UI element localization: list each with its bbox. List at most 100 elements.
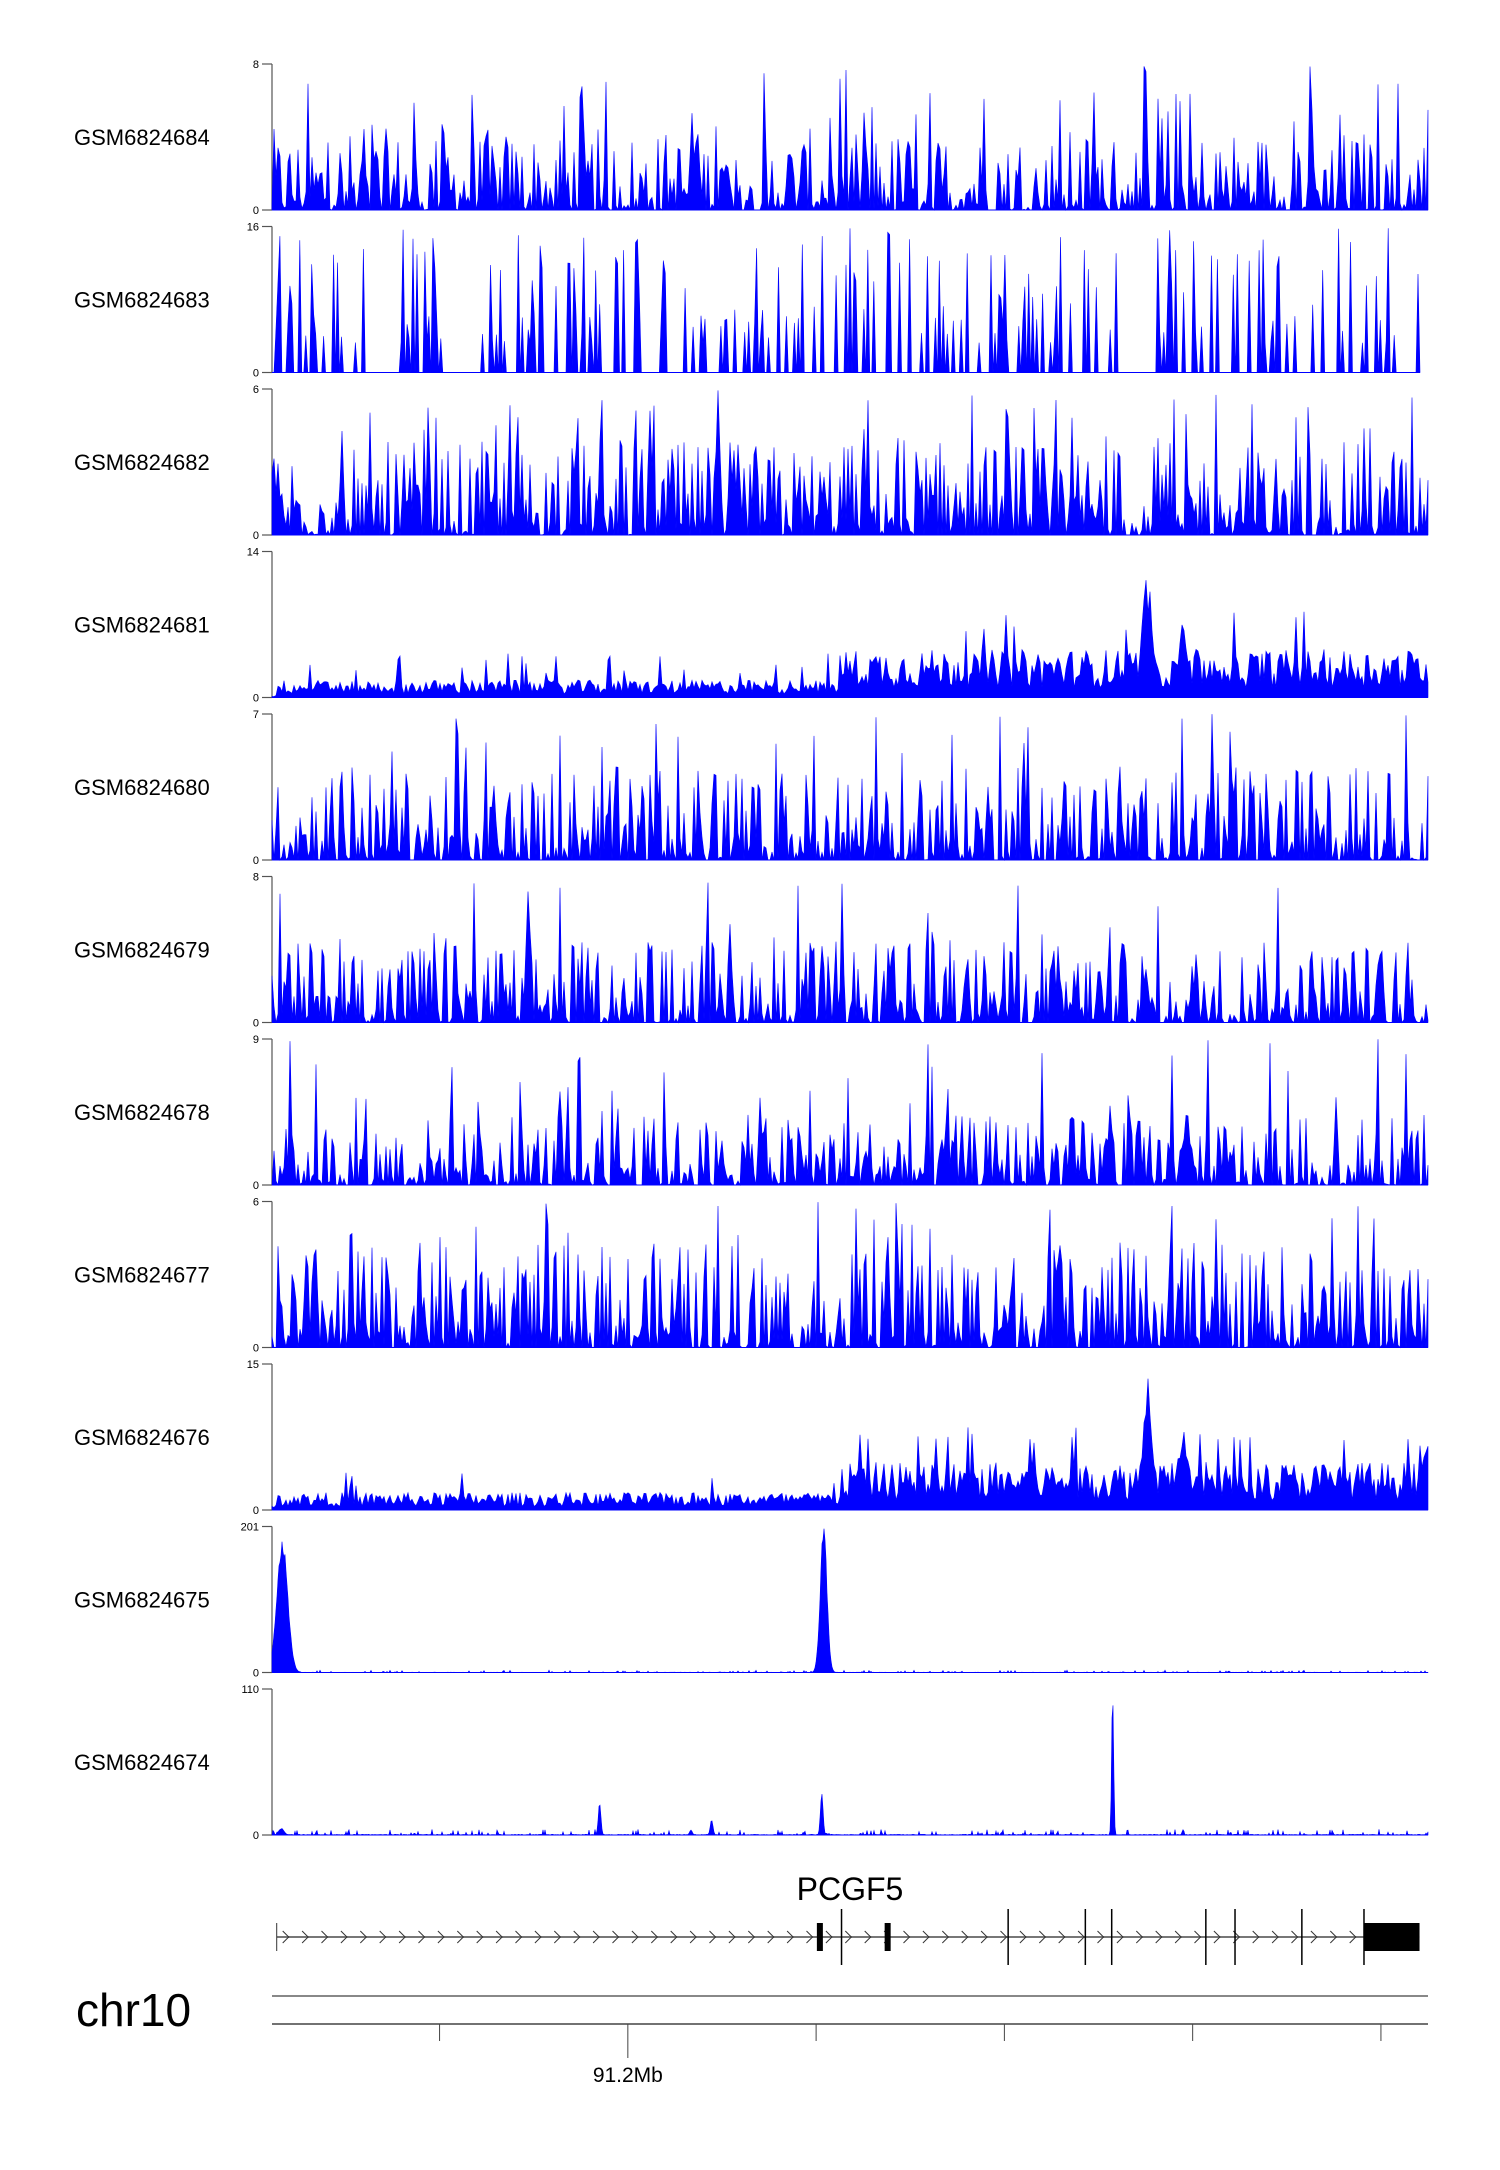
- strand-arrow-icon: [1097, 1930, 1105, 1944]
- signal-area: [271, 390, 1429, 536]
- y-tick-label-max: 110: [241, 1684, 259, 1696]
- strand-arrow-icon: [495, 1930, 503, 1944]
- strand-arrow-icon: [1155, 1930, 1163, 1944]
- track-GSM6824677: GSM6824677 6 0: [74, 1197, 1429, 1355]
- strand-arrow-icon: [767, 1930, 775, 1944]
- signal-area: [271, 580, 1429, 698]
- signal-area: [271, 882, 1429, 1024]
- strand-arrow-icon: [321, 1930, 329, 1944]
- y-tick-label-max: 8: [253, 59, 259, 71]
- y-tick-label-min: 0: [253, 1505, 259, 1517]
- track-label: GSM6824680: [74, 775, 210, 800]
- strand-arrow-icon: [825, 1930, 833, 1944]
- y-tick-label-min: 0: [253, 693, 259, 705]
- strand-arrow-icon: [612, 1930, 620, 1944]
- strand-arrow-icon: [1213, 1930, 1221, 1944]
- y-tick-label-max: 8: [253, 872, 259, 884]
- strand-arrow-icon: [631, 1930, 639, 1944]
- y-tick-label-max: 9: [253, 1034, 259, 1046]
- y-tick-label-max: 6: [253, 1197, 259, 1209]
- track-label: GSM6824683: [74, 288, 210, 313]
- signal-area: [271, 1705, 1429, 1836]
- y-tick-label-max: 16: [247, 222, 259, 234]
- track-GSM6824674: GSM6824674 110 0: [74, 1684, 1429, 1842]
- strand-arrow-icon: [844, 1930, 853, 1944]
- signal-area: [271, 1528, 1429, 1674]
- y-tick-label-min: 0: [253, 530, 259, 542]
- track-GSM6824683: GSM6824683 16 0: [74, 222, 1421, 380]
- strand-arrow-icon: [573, 1930, 581, 1944]
- track-label: GSM6824676: [74, 1425, 210, 1450]
- track-label: GSM6824675: [74, 1588, 210, 1613]
- signal-area: [271, 66, 1429, 211]
- y-tick-label-min: 0: [253, 368, 259, 380]
- strand-arrow-icon: [1310, 1930, 1318, 1944]
- y-tick-label-max: 14: [247, 547, 259, 559]
- strand-arrow-icon: [301, 1930, 309, 1944]
- strand-arrow-icon: [379, 1930, 387, 1944]
- signal-area: [271, 1378, 1429, 1511]
- strand-arrow-icon: [941, 1930, 950, 1944]
- track-GSM6824679: GSM6824679 8 0: [74, 872, 1429, 1030]
- track-label: GSM6824677: [74, 1263, 210, 1288]
- track-label: GSM6824682: [74, 450, 210, 475]
- strand-arrow-icon: [282, 1930, 290, 1944]
- strand-arrow-icon: [747, 1930, 756, 1944]
- strand-arrow-icon: [437, 1930, 445, 1944]
- track-GSM6824676: GSM6824676 15 0: [74, 1359, 1429, 1517]
- y-tick-label-max: 6: [253, 384, 259, 396]
- exon-last: [1363, 1923, 1420, 1951]
- track-label: GSM6824684: [74, 125, 210, 150]
- track-GSM6824675: GSM6824675 201 0: [74, 1522, 1429, 1680]
- strand-arrow-icon: [515, 1930, 523, 1944]
- track-label: GSM6824681: [74, 613, 210, 638]
- strand-arrow-icon: [786, 1930, 794, 1944]
- y-tick-label-min: 0: [253, 1668, 259, 1680]
- y-tick-label-min: 0: [253, 1180, 259, 1192]
- strand-arrow-icon: [689, 1930, 697, 1944]
- y-tick-label-min: 0: [253, 1018, 259, 1030]
- strand-arrow-icon: [903, 1930, 911, 1944]
- track-GSM6824678: GSM6824678 9 0: [74, 1034, 1429, 1192]
- strand-arrow-icon: [670, 1930, 678, 1944]
- x-tick-label: 91.2Mb: [593, 2064, 663, 2087]
- strand-arrow-icon: [922, 1930, 930, 1944]
- gene-name: PCGF5: [797, 1871, 904, 1907]
- chromosome-axis: chr10 91.2Mb: [76, 1984, 1428, 2087]
- track-label: GSM6824679: [74, 938, 210, 963]
- track-GSM6824680: GSM6824680 7 0: [74, 709, 1429, 867]
- strand-arrow-icon: [961, 1930, 969, 1944]
- exon: [816, 1923, 823, 1951]
- y-tick-label-max: 7: [253, 709, 259, 721]
- y-tick-label-min: 0: [253, 1830, 259, 1842]
- strand-arrow-icon: [1038, 1930, 1047, 1944]
- strand-arrow-icon: [709, 1930, 717, 1944]
- y-tick-label-max: 201: [241, 1522, 259, 1534]
- strand-arrow-icon: [418, 1930, 426, 1944]
- strand-arrow-icon: [980, 1930, 988, 1944]
- strand-arrow-icon: [592, 1930, 600, 1944]
- strand-arrow-icon: [1349, 1930, 1357, 1944]
- track-label: GSM6824678: [74, 1100, 210, 1125]
- strand-arrow-icon: [728, 1930, 736, 1944]
- strand-arrow-icon: [1252, 1930, 1260, 1944]
- strand-arrow-icon: [864, 1930, 872, 1944]
- strand-arrow-icon: [1174, 1930, 1182, 1944]
- y-tick-label-max: 15: [247, 1359, 259, 1371]
- strand-arrow-icon: [534, 1930, 542, 1944]
- track-GSM6824682: GSM6824682 6 0: [74, 384, 1429, 542]
- signal-area: [272, 228, 1421, 373]
- y-tick-label-min: 0: [253, 205, 259, 217]
- signal-area: [271, 714, 1429, 862]
- exon: [884, 1923, 891, 1951]
- strand-arrow-icon: [1077, 1930, 1085, 1944]
- strand-arrow-icon: [1058, 1930, 1066, 1944]
- strand-arrow-icon: [1019, 1930, 1027, 1944]
- signal-area: [271, 1039, 1429, 1187]
- strand-arrow-icon: [340, 1930, 348, 1944]
- strand-arrow-icon: [806, 1930, 814, 1944]
- y-tick-label-min: 0: [253, 1343, 259, 1355]
- strand-arrow-icon: [1329, 1930, 1338, 1944]
- strand-arrow-icon: [650, 1930, 659, 1944]
